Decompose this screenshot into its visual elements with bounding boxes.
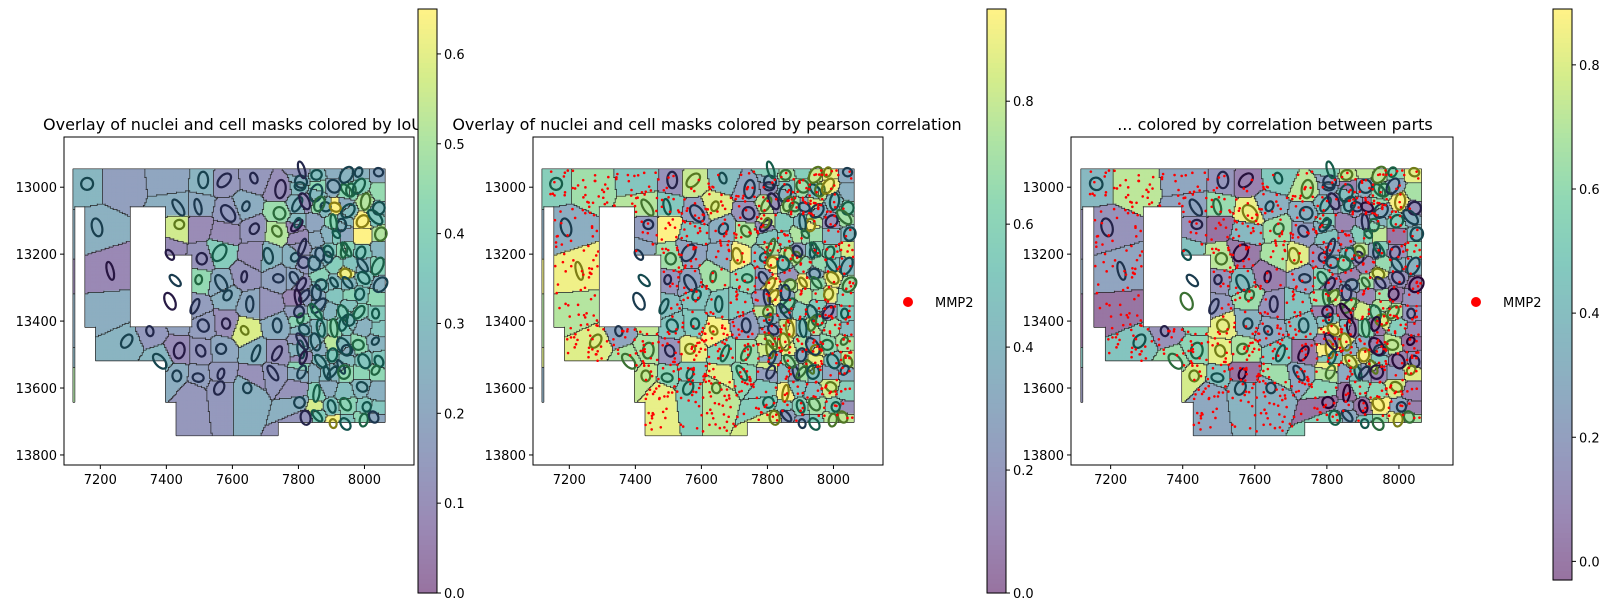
panel-iou-title: Overlay of nuclei and cell masks colored… <box>43 115 423 134</box>
panel-0-cells <box>73 161 390 436</box>
panel-iou: Overlay of nuclei and cell masks colored… <box>16 9 465 602</box>
